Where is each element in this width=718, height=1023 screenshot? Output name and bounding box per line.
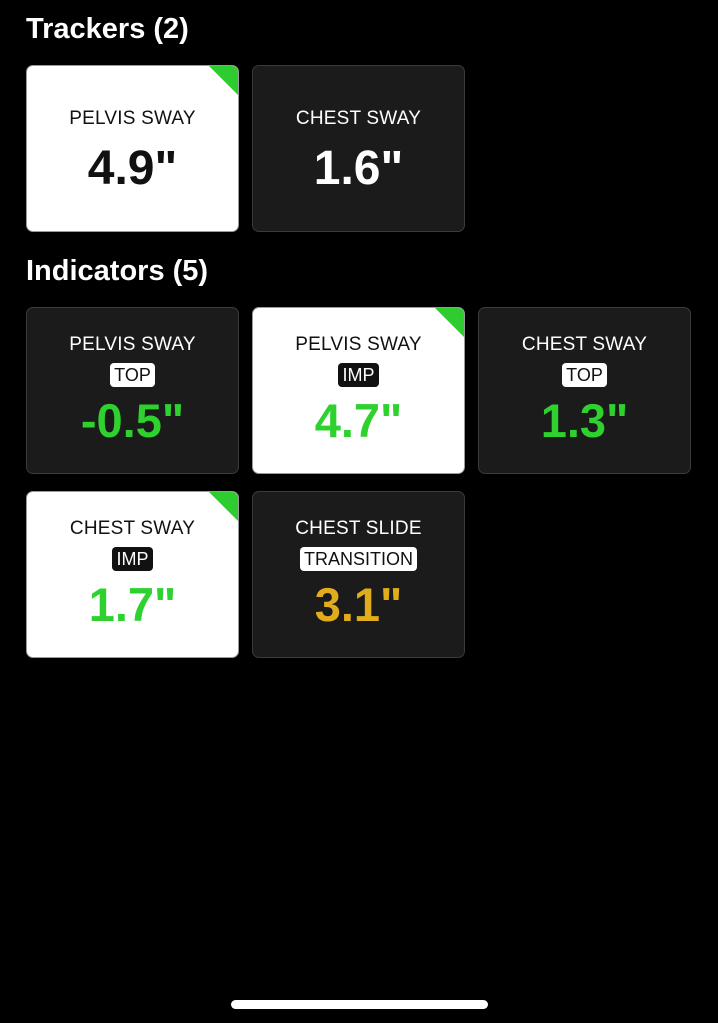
trackers-section-title: Trackers (2) <box>26 13 189 45</box>
indicator-card-chest-sway-imp[interactable]: CHEST SWAY IMP 1.7" <box>26 491 239 658</box>
indicator-phase-tag: IMP <box>338 363 379 387</box>
indicator-card-chest-sway-top[interactable]: CHEST SWAY TOP 1.3" <box>478 307 691 474</box>
indicator-label: CHEST SLIDE <box>295 518 422 539</box>
indicator-value: 1.7" <box>88 578 177 631</box>
tracker-label: CHEST SWAY <box>295 108 422 129</box>
indicator-card-chest-slide-transition[interactable]: CHEST SLIDE TRANSITION 3.1" <box>252 491 465 658</box>
indicator-label: CHEST SWAY <box>521 334 648 355</box>
selected-corner-marker <box>435 308 464 337</box>
indicators-section-title: Indicators (5) <box>26 255 209 287</box>
indicator-phase-tag: IMP <box>112 547 153 571</box>
indicator-phase-tag: TOP <box>562 363 607 387</box>
tracker-card-pelvis-sway[interactable]: PELVIS SWAY 4.9" <box>26 65 239 232</box>
indicator-phase-tag: TOP <box>110 363 155 387</box>
indicator-card-pelvis-sway-top[interactable]: PELVIS SWAY TOP -0.5" <box>26 307 239 474</box>
indicator-label: PELVIS SWAY <box>295 334 422 355</box>
selected-corner-marker <box>209 66 238 95</box>
indicator-value: -0.5" <box>80 394 185 447</box>
tracker-label: PELVIS SWAY <box>69 108 196 129</box>
indicator-card-pelvis-sway-imp[interactable]: PELVIS SWAY IMP 4.7" <box>252 307 465 474</box>
tracker-value: 1.6" <box>313 142 404 195</box>
selected-corner-marker <box>209 492 238 521</box>
indicator-label: PELVIS SWAY <box>69 334 196 355</box>
indicator-label: CHEST SWAY <box>69 518 196 539</box>
indicator-value: 3.1" <box>314 578 403 631</box>
tracker-card-chest-sway[interactable]: CHEST SWAY 1.6" <box>252 65 465 232</box>
indicator-value: 1.3" <box>540 394 629 447</box>
home-indicator-bar[interactable] <box>231 1000 488 1009</box>
indicator-value: 4.7" <box>314 394 403 447</box>
indicator-phase-tag: TRANSITION <box>299 547 417 571</box>
tracker-value: 4.9" <box>87 142 178 195</box>
